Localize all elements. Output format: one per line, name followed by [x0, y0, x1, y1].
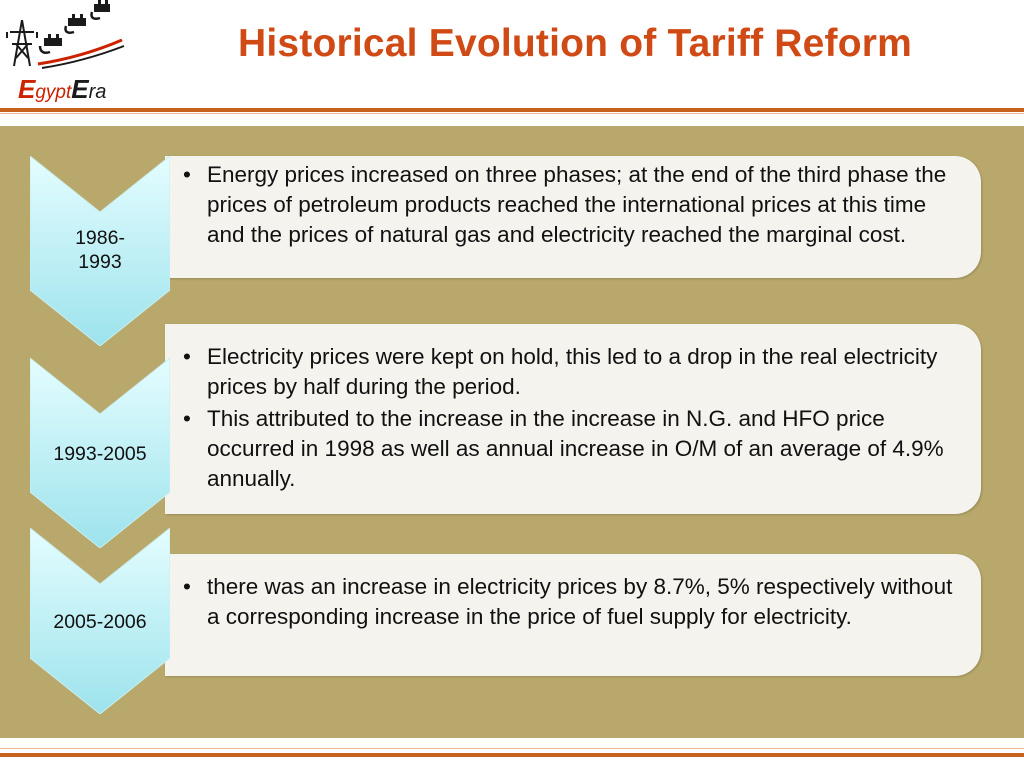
timeline-chevron-1986-1993: 1986- 1993 — [30, 156, 170, 346]
bullet-dot: • — [183, 344, 191, 369]
bullet-text: there was an increase in electricity pri… — [207, 574, 953, 629]
bullet-dot: • — [183, 162, 191, 187]
logo-letter-e2: E — [71, 74, 89, 104]
footer-divider-shadow — [0, 748, 1024, 749]
bullet-dot: • — [183, 574, 191, 599]
egyptera-logo: EgyptEra — [4, 0, 144, 106]
period-line: 1986- — [75, 227, 125, 249]
period-line: 1993 — [78, 251, 122, 273]
bullet-dot: • — [183, 406, 191, 431]
header-divider — [0, 108, 1024, 112]
bullet-text: Electricity prices were kept on hold, th… — [207, 344, 938, 399]
chevron-down-shape — [30, 358, 170, 548]
footer-divider — [0, 753, 1024, 757]
bullet-text: This attributed to the increase in the i… — [207, 406, 944, 491]
bullet-text: Energy prices increased on three phases;… — [207, 162, 947, 247]
timeline-chevron-1993-2005: 1993-2005 — [30, 358, 170, 548]
bullet-item: • Electricity prices were kept on hold, t… — [165, 342, 981, 402]
logo-ra: ra — [88, 81, 107, 103]
period-label: 2005-2006 — [53, 611, 147, 633]
bullet-item: • This attributed to the increase in the … — [165, 404, 981, 494]
period-label: 1993-2005 — [53, 443, 147, 465]
logo-wordmark: EgyptEra — [18, 74, 106, 105]
slide-header: EgyptEra Historical Evolution of Tariff … — [0, 0, 1024, 112]
power-tower-plug-icon — [6, 0, 125, 69]
chevron-down-shape — [30, 528, 170, 714]
timeline-card-2005-2006: • there was an increase in electricity pr… — [165, 554, 981, 676]
chevron-down-shape — [30, 156, 170, 346]
period-label: 1986- 1993 — [30, 226, 170, 274]
timeline-card-1986-1993: • Energy prices increased on three phase… — [165, 156, 981, 278]
header-divider-shadow — [0, 113, 1024, 114]
bullet-item: • Energy prices increased on three phase… — [165, 160, 981, 250]
logo-letter-e: E — [18, 74, 36, 104]
logo-gypt: gypt — [35, 82, 72, 103]
slide-title: Historical Evolution of Tariff Reform — [237, 22, 913, 65]
bullet-item: • there was an increase in electricity pr… — [165, 572, 981, 632]
timeline-card-1993-2005: • Electricity prices were kept on hold, t… — [165, 324, 981, 514]
timeline-chevron-2005-2006: 2005-2006 — [30, 528, 170, 714]
